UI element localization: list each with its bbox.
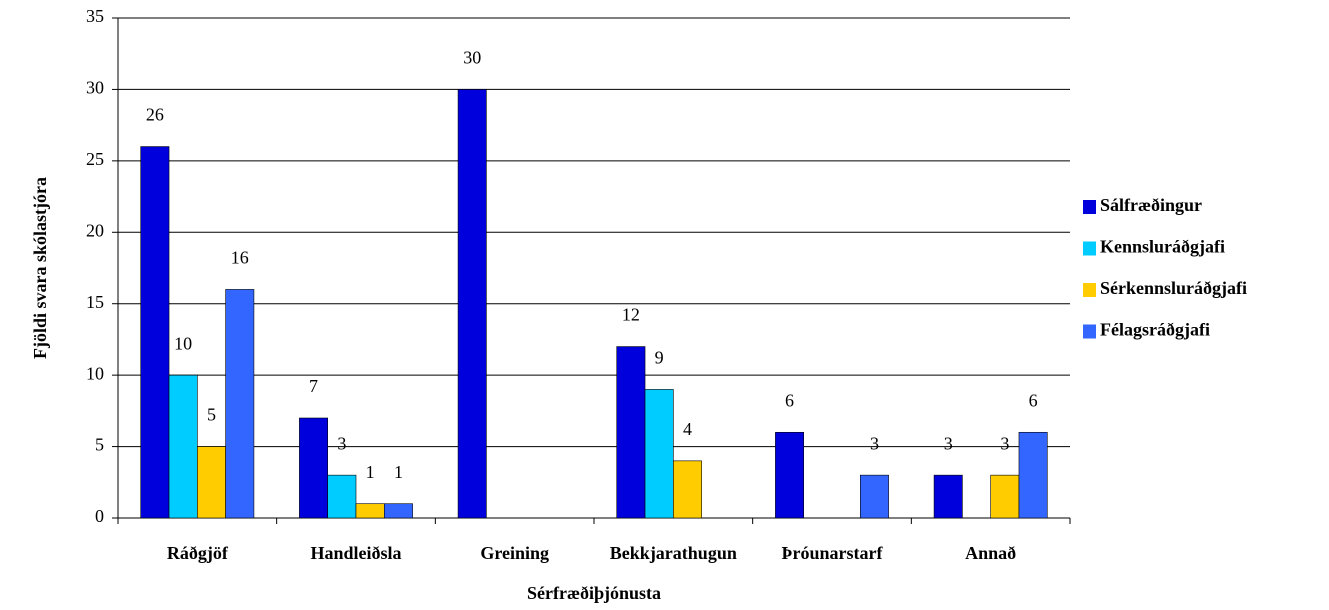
legend-label: Sálfræðingur <box>1100 195 1202 215</box>
data-label: 1 <box>394 462 403 482</box>
bar <box>168 374 198 519</box>
x-tick-label: Handleiðsla <box>310 543 401 563</box>
data-label: 9 <box>655 348 664 368</box>
x-tick-label: Bekkjarathugun <box>610 543 737 563</box>
data-label: 3 <box>944 433 953 453</box>
data-label: 26 <box>146 105 164 125</box>
data-label: 5 <box>207 405 216 425</box>
x-axis-label: Sérfræðiþjónusta <box>527 583 661 603</box>
data-label: 3 <box>1000 433 1009 453</box>
y-axis-label: Fjöldi svara skólastjóra <box>30 177 50 359</box>
bar <box>140 146 170 519</box>
y-tick-label: 15 <box>86 292 104 312</box>
data-label: 10 <box>174 333 192 353</box>
bar <box>990 474 1020 519</box>
data-label: 6 <box>1029 390 1038 410</box>
legend-swatch <box>1083 200 1096 214</box>
legend-label: Sérkennsluráðgjafi <box>1100 278 1247 298</box>
x-tick-label: Annað <box>965 543 1016 563</box>
y-tick-label: 30 <box>86 78 104 98</box>
bar <box>383 503 413 519</box>
bar <box>673 460 702 519</box>
bar <box>299 417 328 519</box>
bar <box>859 474 889 519</box>
data-label: 16 <box>231 248 249 268</box>
bar <box>225 289 255 519</box>
y-tick-label: 5 <box>95 435 104 455</box>
data-label: 30 <box>463 48 481 68</box>
legend-label: Félagsráðgjafi <box>1100 320 1210 340</box>
y-tick-label: 10 <box>86 363 104 383</box>
y-tick-label: 25 <box>86 149 104 169</box>
bar <box>644 389 674 519</box>
bar <box>933 474 963 519</box>
data-label: 1 <box>366 462 375 482</box>
data-label: 7 <box>309 376 318 396</box>
bar <box>775 431 805 519</box>
bar <box>616 346 646 519</box>
bar <box>197 446 226 519</box>
data-label: 3 <box>870 433 879 453</box>
x-tick-label: Greining <box>480 543 549 563</box>
y-tick-label: 20 <box>86 220 104 240</box>
data-label: 3 <box>337 433 346 453</box>
data-label: 12 <box>622 305 640 325</box>
bar <box>355 503 385 519</box>
bar <box>1018 431 1048 519</box>
legend-swatch <box>1083 283 1096 297</box>
y-tick-label: 35 <box>86 6 104 26</box>
x-tick-label: Ráðgjöf <box>167 543 229 563</box>
legend-swatch <box>1083 241 1096 256</box>
x-tick-label: Þróunarstarf <box>782 543 884 563</box>
bar <box>327 474 357 519</box>
legend-label: Kennsluráðgjafi <box>1100 237 1225 257</box>
legend-swatch <box>1083 324 1096 339</box>
data-label: 6 <box>785 390 794 410</box>
data-label: 4 <box>683 419 692 439</box>
bar <box>457 89 487 519</box>
y-tick-label: 0 <box>95 506 104 526</box>
